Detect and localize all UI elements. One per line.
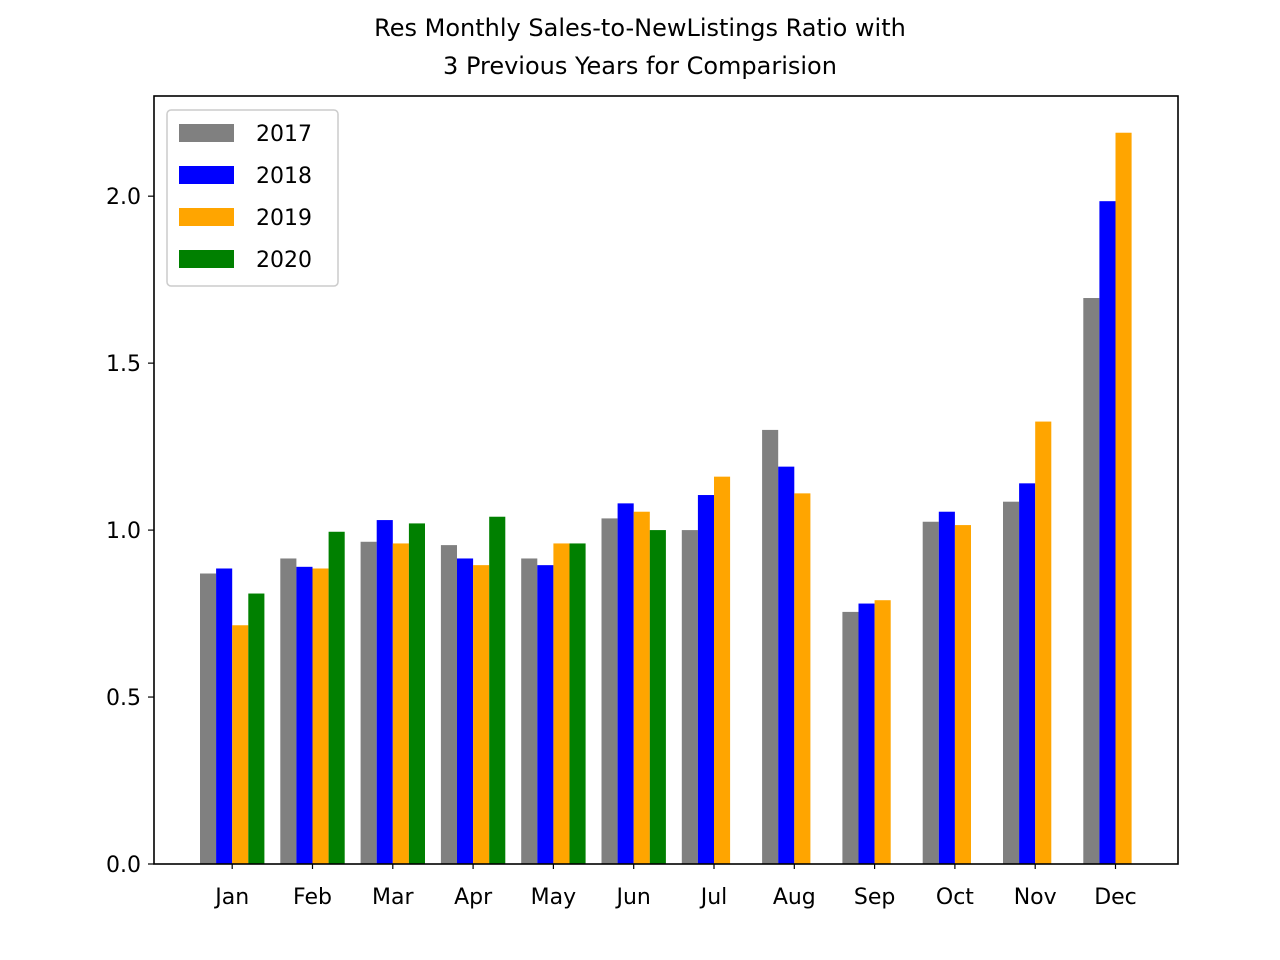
bar-2017-dec: [1083, 298, 1100, 864]
legend-box: [166, 109, 339, 287]
y-tick-label: 0.5: [106, 686, 141, 711]
x-tick-label-aug: Aug: [773, 885, 816, 910]
plot-frame: [153, 95, 1179, 865]
legend-label-2020: 2020: [256, 248, 312, 273]
bars-layer: [200, 132, 1132, 865]
bar-2017-apr: [440, 545, 457, 864]
bar-2020-mar: [408, 523, 425, 864]
chart-title-line-2: 3 Previous Years for Comparision: [443, 52, 837, 80]
bar-2019-aug: [794, 493, 811, 864]
x-tick-label-jun: Jun: [615, 885, 651, 910]
bar-2017-jan: [200, 573, 217, 864]
bar-2017-mar: [360, 541, 377, 864]
bar-2017-sep: [842, 611, 859, 864]
legend-swatch-2020: [179, 250, 234, 268]
bar-2018-aug: [778, 466, 795, 864]
bar-2017-aug: [762, 429, 779, 864]
y-tick-label: 1.0: [106, 519, 141, 544]
bar-2018-jan: [216, 568, 233, 864]
legend-label-2017: 2017: [256, 122, 312, 147]
legend: 2017 2018 2019 2020: [166, 109, 339, 287]
legend-swatch-2019: [179, 208, 234, 226]
bar-2019-oct: [954, 525, 971, 864]
y-tick-label: 2.0: [106, 185, 141, 210]
bar-2020-may: [569, 543, 586, 864]
bar-2019-dec: [1115, 132, 1132, 865]
x-tick-label-mar: Mar: [372, 885, 414, 910]
bar-2018-may: [537, 565, 554, 864]
bar-2019-jan: [232, 625, 249, 864]
legend-swatch-2018: [179, 166, 234, 184]
x-tick-label-jul: Jul: [699, 885, 728, 910]
bar-2019-jul: [714, 476, 731, 864]
legend-label-2019: 2019: [256, 206, 312, 231]
bar-2018-oct: [938, 511, 955, 864]
x-tick-label-apr: Apr: [454, 885, 493, 910]
bar-2019-sep: [874, 600, 891, 864]
bar-2019-mar: [392, 543, 409, 864]
axes-layer: Jan Feb Mar Apr May Jun Jul Aug Sep Oct Nov Dec 0.0 0…: [106, 185, 1137, 910]
bar-2018-nov: [1019, 483, 1036, 864]
bar-2018-sep: [858, 603, 875, 864]
x-tick-label-sep: Sep: [854, 885, 895, 910]
bar-2019-apr: [473, 565, 490, 864]
bar-2020-jan: [248, 593, 265, 864]
bar-2017-jul: [681, 530, 698, 864]
bar-2017-jun: [601, 518, 618, 864]
x-tick-label-feb: Feb: [293, 885, 332, 910]
bar-2020-feb: [328, 531, 345, 864]
y-tick-label: 1.5: [106, 352, 141, 377]
x-tick-label-oct: Oct: [936, 885, 974, 910]
bar-2017-oct: [922, 521, 939, 864]
bar-2018-jul: [697, 495, 714, 864]
y-tick-label: 0.0: [106, 853, 141, 878]
bar-2018-jun: [617, 503, 634, 864]
legend-swatch-2017: [179, 124, 234, 142]
x-tick-label-may: May: [531, 885, 576, 910]
bar-2017-feb: [280, 558, 297, 864]
legend-label-2018: 2018: [256, 164, 312, 189]
bar-2017-may: [521, 558, 538, 864]
bar-2018-dec: [1099, 201, 1116, 864]
bar-2020-apr: [489, 516, 506, 864]
x-tick-label-nov: Nov: [1014, 885, 1057, 910]
bar-2019-jun: [633, 511, 650, 864]
bar-2018-feb: [296, 566, 313, 864]
bar-2019-feb: [312, 568, 329, 864]
x-tick-label-dec: Dec: [1094, 885, 1137, 910]
bar-2018-apr: [457, 558, 474, 864]
bar-2018-mar: [376, 520, 393, 864]
x-tick-label-jan: Jan: [213, 885, 249, 910]
chart-title-line-1: Res Monthly Sales-to-NewListings Ratio w…: [374, 14, 906, 42]
bar-2019-nov: [1035, 421, 1052, 864]
bar-2020-jun: [649, 530, 666, 864]
bar-2019-may: [553, 543, 570, 864]
bar-2017-nov: [1003, 501, 1020, 864]
